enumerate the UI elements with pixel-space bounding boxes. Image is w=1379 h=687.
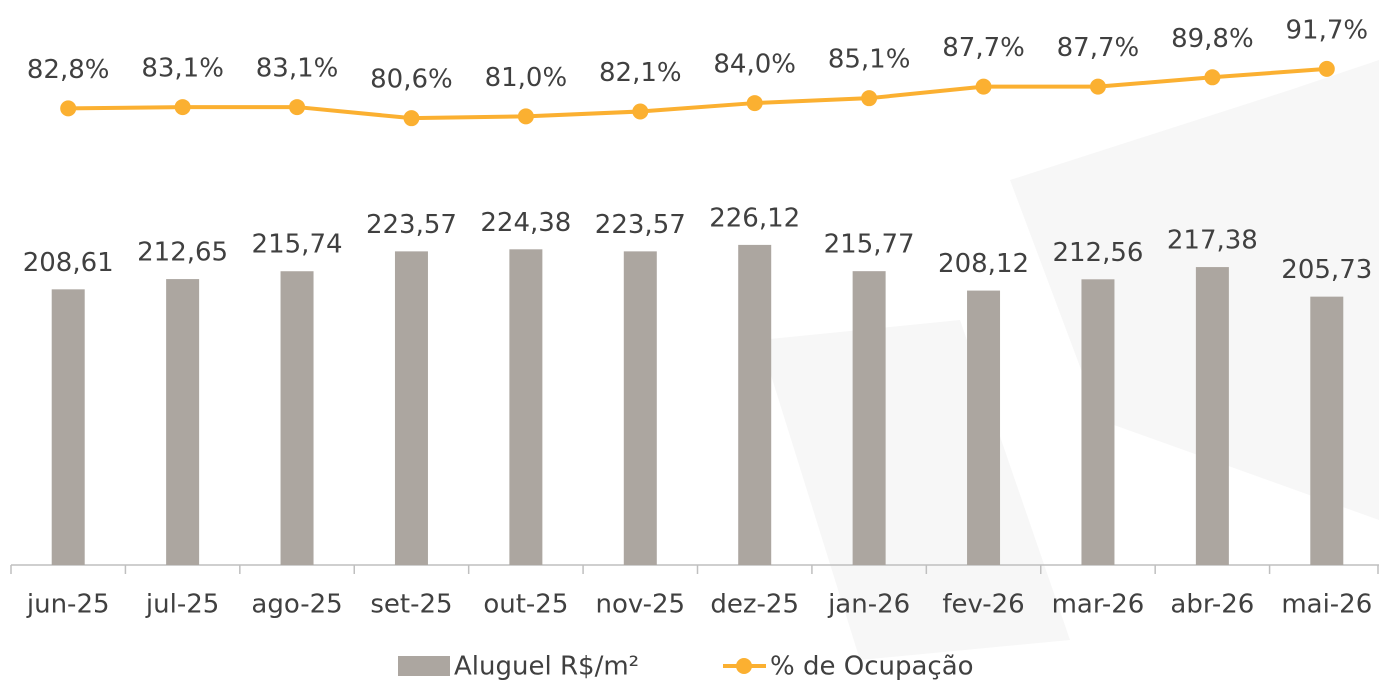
x-tick-label: jan-26	[827, 590, 910, 620]
line-label: 89,8%	[1171, 24, 1254, 54]
line-marker	[174, 99, 191, 116]
line-marker	[517, 108, 534, 125]
x-tick-label: jun-25	[26, 590, 110, 620]
legend-label: % de Ocupação	[770, 652, 974, 682]
legend-label: Aluguel R$/m²	[454, 652, 639, 682]
line-marker	[975, 78, 992, 95]
x-tick-label: out-25	[483, 590, 568, 620]
line-marker	[403, 110, 420, 127]
line-marker	[746, 95, 763, 112]
line-marker	[1318, 60, 1335, 77]
bar-label: 212,56	[1052, 238, 1143, 268]
line-label: 87,7%	[1057, 33, 1140, 63]
bar	[738, 244, 772, 565]
bar	[394, 251, 428, 566]
bar	[280, 271, 314, 565]
bar	[1195, 267, 1229, 565]
bar-label: 212,65	[137, 238, 228, 268]
x-tick-label: abr-26	[1170, 590, 1254, 620]
line-label: 91,7%	[1285, 15, 1368, 45]
line-label: 83,1%	[256, 54, 339, 84]
line-label: 81,0%	[485, 63, 568, 93]
line-label: 84,0%	[713, 50, 796, 80]
bar	[166, 279, 200, 565]
x-tick-label: mai-26	[1281, 590, 1372, 620]
line-marker	[289, 99, 306, 116]
line-label: 82,8%	[27, 55, 110, 85]
x-tick-label: dez-25	[710, 590, 799, 620]
line-label: 85,1%	[828, 45, 911, 75]
x-tick-label: nov-25	[596, 590, 686, 620]
bar-label: 208,12	[938, 249, 1029, 279]
bar	[1081, 279, 1115, 565]
bar	[623, 251, 657, 566]
bar-label: 205,73	[1281, 255, 1372, 285]
line-label: 80,6%	[370, 65, 453, 95]
bar-label: 215,77	[824, 230, 915, 260]
bar	[51, 289, 85, 565]
bar	[509, 249, 543, 566]
bar-label: 224,38	[480, 208, 571, 238]
bar-label: 226,12	[709, 203, 800, 233]
bar	[967, 290, 1001, 565]
line-label: 87,7%	[942, 33, 1025, 63]
x-tick-label: ago-25	[251, 590, 342, 620]
bar-label: 223,57	[366, 210, 457, 240]
legend-swatch	[398, 656, 450, 676]
x-tick-label: mar-26	[1052, 590, 1145, 620]
bar-label: 208,61	[23, 248, 114, 278]
line-marker	[1204, 69, 1221, 86]
bar	[1310, 296, 1344, 565]
x-tick-label: fev-26	[942, 590, 1024, 620]
x-tick-label: set-25	[370, 590, 452, 620]
watermark	[760, 320, 1070, 660]
bar-label: 223,57	[595, 210, 686, 240]
legend-swatch	[736, 658, 752, 674]
x-tick-label: jul-25	[145, 590, 219, 620]
bar-label: 215,74	[252, 230, 343, 260]
bar-label: 217,38	[1167, 226, 1258, 256]
bar	[852, 271, 886, 565]
line-marker	[1089, 78, 1106, 95]
line-marker	[632, 103, 649, 120]
line-label: 83,1%	[141, 54, 224, 84]
line-marker	[60, 100, 77, 117]
line-label: 82,1%	[599, 58, 682, 88]
line	[68, 66, 1327, 121]
line-marker	[861, 90, 878, 107]
